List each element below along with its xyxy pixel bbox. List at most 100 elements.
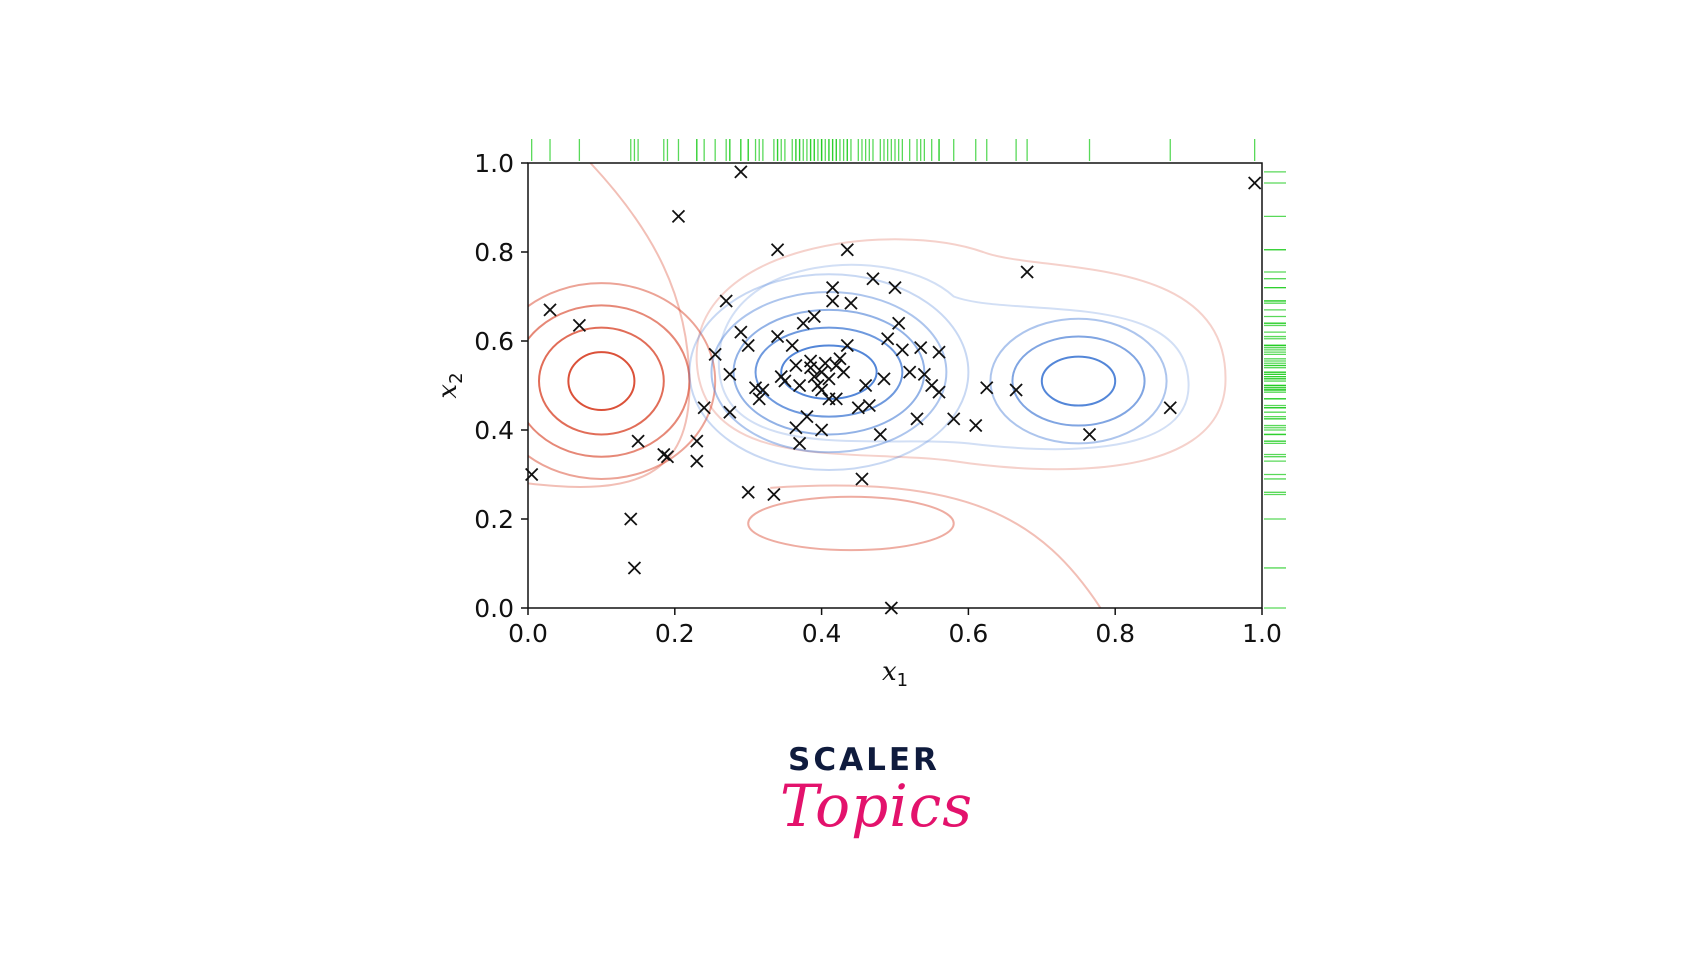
scatter-point [660, 450, 675, 464]
scatter-point [572, 318, 587, 333]
scatter-point [859, 378, 873, 393]
scatter-point [719, 294, 733, 308]
contour-line-positive [695, 238, 1227, 471]
plot-frame [527, 162, 1263, 609]
scatter-point [543, 303, 557, 317]
scatter-point [803, 354, 818, 368]
scatter-point [833, 352, 847, 366]
scatter-point [756, 383, 770, 397]
scatter-point [796, 316, 810, 330]
scatter-point [862, 398, 876, 413]
y-tick-label: 0.2 [474, 505, 514, 534]
scatter-point [734, 325, 748, 339]
contour-line-positive [528, 304, 691, 458]
scatter-point [1248, 176, 1262, 190]
scatter-point [825, 294, 840, 308]
scatter-point [741, 338, 755, 353]
scatter-point [807, 369, 821, 384]
scatter-point [851, 401, 865, 415]
scatter-point [723, 405, 737, 419]
scatter-point [980, 381, 994, 395]
scatter-point [778, 374, 792, 388]
x-tick-label: 0.8 [1095, 619, 1135, 648]
scatter-point [803, 361, 818, 375]
scatter-point [910, 412, 924, 426]
logo-wordmark-bottom: Topics [780, 772, 974, 840]
scatter-point [708, 347, 722, 361]
scatter-point [814, 423, 829, 437]
scatter-point [917, 367, 931, 382]
scatter-point [903, 365, 917, 379]
contour-line-positive [770, 484, 1102, 608]
scatter-points [525, 165, 1262, 615]
scatter-point [814, 383, 829, 397]
scatter-point [932, 385, 946, 399]
scatter-point [840, 243, 854, 257]
scatter-point [822, 372, 836, 386]
scatter-point [914, 341, 928, 355]
scatter-point [818, 356, 832, 370]
scatter-point [627, 561, 642, 575]
scatter-point [792, 378, 807, 393]
scatter-point [741, 485, 755, 499]
contour-line-negative [732, 308, 926, 436]
x-tick-label: 1.0 [1242, 619, 1282, 648]
contour-line-negative [989, 317, 1168, 445]
x-tick-label: 0.0 [508, 619, 548, 648]
scatter-point [800, 410, 814, 424]
axis-ticks: 0.0 0.2 0.4 0.6 0.8 1.0 0.0 0.2 0.4 0.6 0.8 1.0 [474, 149, 1282, 648]
scatter-point [873, 427, 887, 442]
y-tick-label: 0.0 [474, 594, 514, 623]
contour-line-positive [528, 163, 691, 488]
scatter-point [881, 332, 895, 346]
scatter-point [752, 392, 766, 406]
contour-line-negative [1011, 335, 1146, 427]
contour-line-negative [717, 263, 1190, 451]
contour-line-negative [1040, 355, 1117, 407]
scatter-point [770, 329, 785, 344]
scatter-point [866, 272, 880, 286]
scatter-point [792, 436, 807, 450]
scatter-point [888, 280, 902, 295]
scatter-point [748, 381, 763, 395]
contour-line-negative [754, 326, 904, 418]
y-axis-label: x2 [433, 372, 467, 398]
scatter-point [770, 243, 785, 257]
contour-line-positive [567, 351, 636, 411]
y-tick-label: 0.6 [474, 327, 514, 356]
right-rug-plot [1264, 171, 1286, 609]
scatter-point [1020, 265, 1034, 279]
scatter-point [895, 343, 909, 357]
scatter-point [877, 372, 891, 386]
scatter-point [789, 421, 803, 435]
contour-line-negative [688, 273, 970, 472]
scatter-point [631, 434, 645, 448]
x-tick-label: 0.2 [655, 619, 695, 648]
scatter-point [1009, 383, 1023, 397]
scatter-point [624, 512, 638, 526]
contour-line-positive [538, 326, 665, 436]
scatter-point [932, 345, 946, 359]
scatter-point [690, 434, 704, 448]
logo-wordmark-top: SCALER [788, 742, 940, 778]
contour-line-positive [528, 282, 717, 480]
x-axis-label: x1 [882, 657, 908, 691]
scatter-point [690, 454, 704, 468]
scatter-point [1082, 427, 1097, 442]
scatter-point [671, 209, 686, 224]
scatter-point [836, 365, 851, 379]
scatter-point [697, 401, 711, 415]
scatter-point [844, 296, 858, 310]
scatter-point [947, 412, 961, 426]
y-tick-label: 1.0 [474, 149, 514, 178]
contour-line-negative [710, 291, 948, 454]
scatter-point [657, 447, 671, 462]
x-tick-label: 0.4 [802, 619, 842, 648]
scatter-point [723, 367, 737, 382]
y-tick-label: 0.8 [474, 238, 514, 267]
scatter-point [892, 316, 906, 330]
scaler-topics-logo: SCALER Topics [780, 742, 972, 882]
scatter-point [825, 280, 840, 295]
y-tick-label: 0.4 [474, 416, 514, 445]
